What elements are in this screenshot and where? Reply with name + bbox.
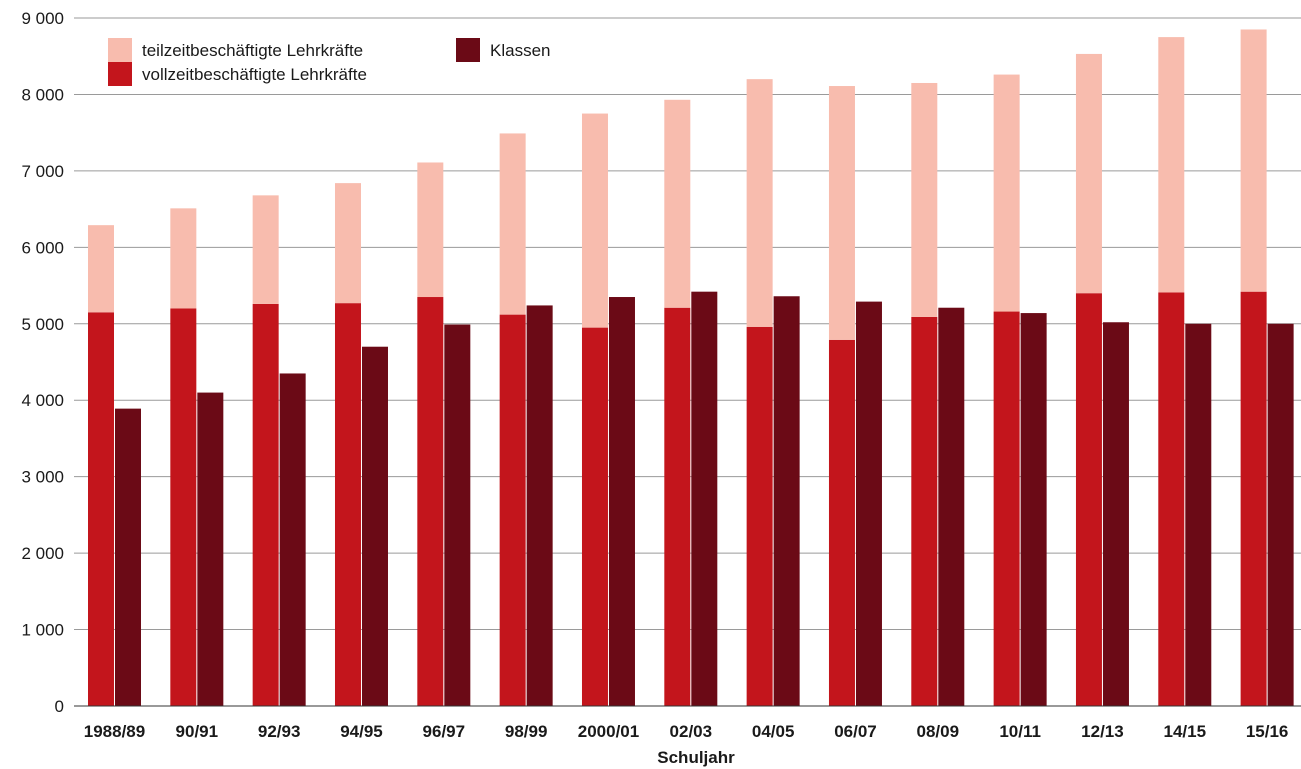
bar-vollzeit xyxy=(993,311,1020,706)
bar-teilzeit xyxy=(828,86,855,340)
legend-label-vollzeit: vollzeitbeschäftigte Lehrkräfte xyxy=(142,65,367,84)
x-tick-label: 2000/01 xyxy=(578,722,639,741)
bar-klassen xyxy=(608,297,635,706)
bar-vollzeit xyxy=(334,303,361,706)
bar-vollzeit xyxy=(1158,292,1185,706)
bar-vollzeit xyxy=(664,307,691,706)
bar-klassen xyxy=(773,296,800,706)
bar-teilzeit xyxy=(1075,53,1102,294)
x-tick-label: 02/03 xyxy=(670,722,713,741)
bar-klassen xyxy=(444,324,471,706)
bar-teilzeit xyxy=(993,74,1020,312)
bar-teilzeit xyxy=(252,195,279,304)
y-tick-label: 2 000 xyxy=(21,544,64,563)
y-tick-label: 1 000 xyxy=(21,621,64,640)
x-tick-label: 92/93 xyxy=(258,722,301,741)
bar-vollzeit xyxy=(911,316,938,706)
bar-vollzeit xyxy=(499,314,526,706)
x-tick-label: 1988/89 xyxy=(84,722,145,741)
bar-klassen xyxy=(279,373,306,706)
legend-label-klassen: Klassen xyxy=(490,41,550,60)
bar-klassen xyxy=(361,346,388,706)
y-tick-label: 0 xyxy=(55,697,64,716)
bar-teilzeit xyxy=(1158,37,1185,293)
bar-teilzeit xyxy=(581,113,608,328)
bar-teilzeit xyxy=(911,82,938,317)
bar-vollzeit xyxy=(746,326,773,706)
bar-teilzeit xyxy=(664,99,691,308)
bar-vollzeit xyxy=(252,303,279,706)
bar-teilzeit xyxy=(499,133,526,315)
bar-teilzeit xyxy=(88,225,114,313)
y-tick-label: 9 000 xyxy=(21,9,64,28)
y-tick-label: 7 000 xyxy=(21,162,64,181)
bar-teilzeit xyxy=(334,183,361,304)
legend-swatch-klassen xyxy=(456,38,480,62)
bar-teilzeit xyxy=(1240,29,1267,292)
x-tick-label: 98/99 xyxy=(505,722,548,741)
x-tick-label: 04/05 xyxy=(752,722,795,741)
bar-vollzeit xyxy=(170,308,197,706)
x-axis-tick-labels: 1988/89 90/91 92/93 94/95 96/97 98/99 2000/01 0… xyxy=(84,722,1289,741)
bar-klassen xyxy=(197,392,224,706)
bar-teilzeit xyxy=(417,162,444,298)
x-axis-title: Schuljahr xyxy=(657,748,735,767)
y-tick-label: 6 000 xyxy=(21,238,64,257)
y-tick-label: 4 000 xyxy=(21,391,64,410)
bar-vollzeit xyxy=(88,312,114,706)
x-tick-label: 08/09 xyxy=(917,722,960,741)
bar-vollzeit xyxy=(828,339,855,706)
x-tick-label: 06/07 xyxy=(834,722,877,741)
bar-teilzeit xyxy=(170,208,197,309)
legend-swatch-vollzeit xyxy=(108,62,132,86)
x-tick-label: 10/11 xyxy=(999,722,1041,741)
y-tick-label: 3 000 xyxy=(21,468,64,487)
x-tick-label: 12/13 xyxy=(1081,722,1124,741)
bar-klassen xyxy=(1020,313,1047,706)
bar-vollzeit xyxy=(581,327,608,706)
bar-vollzeit xyxy=(1240,291,1267,706)
x-tick-label: 14/15 xyxy=(1164,722,1207,741)
x-tick-label: 94/95 xyxy=(340,722,383,741)
y-tick-label: 8 000 xyxy=(21,85,64,104)
x-tick-label: 90/91 xyxy=(176,722,219,741)
bar-klassen xyxy=(855,301,882,706)
bar-klassen xyxy=(526,305,553,706)
bar-vollzeit xyxy=(417,297,444,706)
bars xyxy=(88,29,1294,706)
x-tick-label: 96/97 xyxy=(423,722,466,741)
legend-label-teilzeit: teilzeitbeschäftigte Lehrkräfte xyxy=(142,41,363,60)
bar-klassen xyxy=(115,408,141,706)
legend: teilzeitbeschäftigte Lehrkräfte vollzeit… xyxy=(108,38,550,86)
legend-swatch-teilzeit xyxy=(108,38,132,62)
bar-klassen xyxy=(1267,323,1294,706)
bar-klassen xyxy=(1185,323,1212,706)
bar-klassen xyxy=(1102,322,1129,706)
bar-vollzeit xyxy=(1075,293,1102,706)
y-axis-tick-labels: 0 1 000 2 000 3 000 4 000 5 000 6 000 7 000 8 00… xyxy=(21,9,64,716)
x-tick-label: 15/16 xyxy=(1246,722,1289,741)
y-tick-label: 5 000 xyxy=(21,315,64,334)
bar-klassen xyxy=(938,307,965,706)
bar-klassen xyxy=(691,291,718,706)
bar-teilzeit xyxy=(746,79,773,327)
